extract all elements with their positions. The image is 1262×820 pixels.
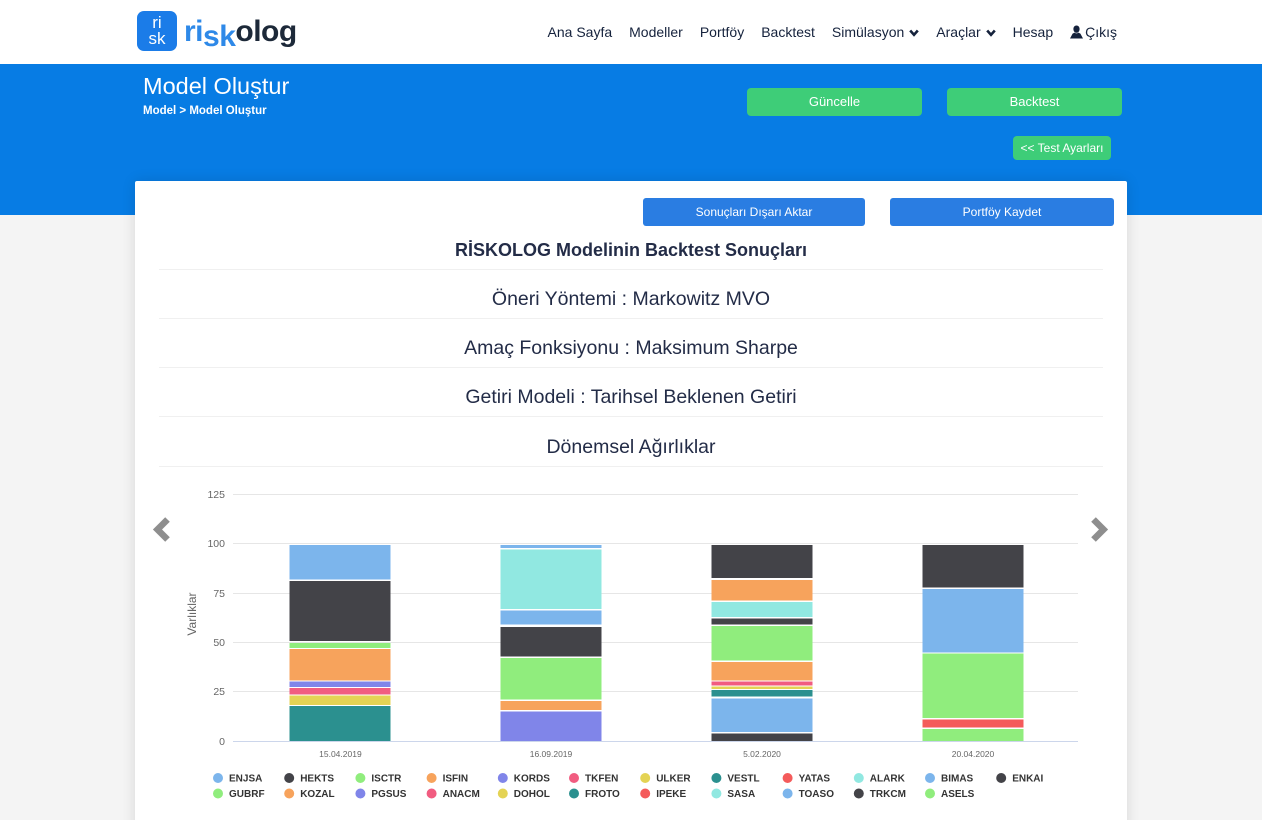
svg-text:ANACM: ANACM — [443, 789, 480, 800]
svg-text:ULKER: ULKER — [656, 774, 691, 785]
svg-text:75: 75 — [213, 588, 225, 600]
svg-text:ISFIN: ISFIN — [443, 774, 469, 785]
svg-text:ALARK: ALARK — [870, 774, 906, 785]
svg-text:KOZAL: KOZAL — [300, 789, 334, 800]
svg-text:100: 100 — [207, 538, 225, 550]
svg-text:25: 25 — [213, 686, 225, 698]
svg-text:FROTO: FROTO — [585, 789, 620, 800]
svg-text:VESTL: VESTL — [727, 774, 759, 785]
svg-text:20.04.2020: 20.04.2020 — [952, 749, 995, 759]
svg-text:ENJSA: ENJSA — [229, 774, 262, 785]
svg-text:TRKCM: TRKCM — [870, 789, 906, 800]
svg-text:SASA: SASA — [727, 789, 755, 800]
svg-text:16.09.2019: 16.09.2019 — [530, 749, 573, 759]
svg-text:GUBRF: GUBRF — [229, 789, 265, 800]
svg-text:ASELS: ASELS — [941, 789, 975, 800]
svg-text:0: 0 — [219, 736, 225, 748]
svg-text:BIMAS: BIMAS — [941, 774, 974, 785]
svg-text:PGSUS: PGSUS — [371, 789, 406, 800]
svg-text:TKFEN: TKFEN — [585, 774, 618, 785]
svg-text:DOHOL: DOHOL — [514, 789, 550, 800]
svg-text:YATAS: YATAS — [799, 774, 831, 785]
svg-text:50: 50 — [213, 637, 225, 649]
svg-text:Varlıklar: Varlıklar — [185, 592, 199, 635]
svg-text:TOASO: TOASO — [799, 789, 835, 800]
svg-text:KORDS: KORDS — [514, 774, 550, 785]
svg-text:HEKTS: HEKTS — [300, 774, 334, 785]
svg-text:ENKAI: ENKAI — [1012, 774, 1043, 785]
svg-text:15.04.2019: 15.04.2019 — [319, 749, 362, 759]
svg-text:125: 125 — [207, 489, 225, 501]
svg-text:ISCTR: ISCTR — [371, 774, 402, 785]
svg-text:5.02.2020: 5.02.2020 — [743, 749, 781, 759]
svg-text:IPEKE: IPEKE — [656, 789, 686, 800]
